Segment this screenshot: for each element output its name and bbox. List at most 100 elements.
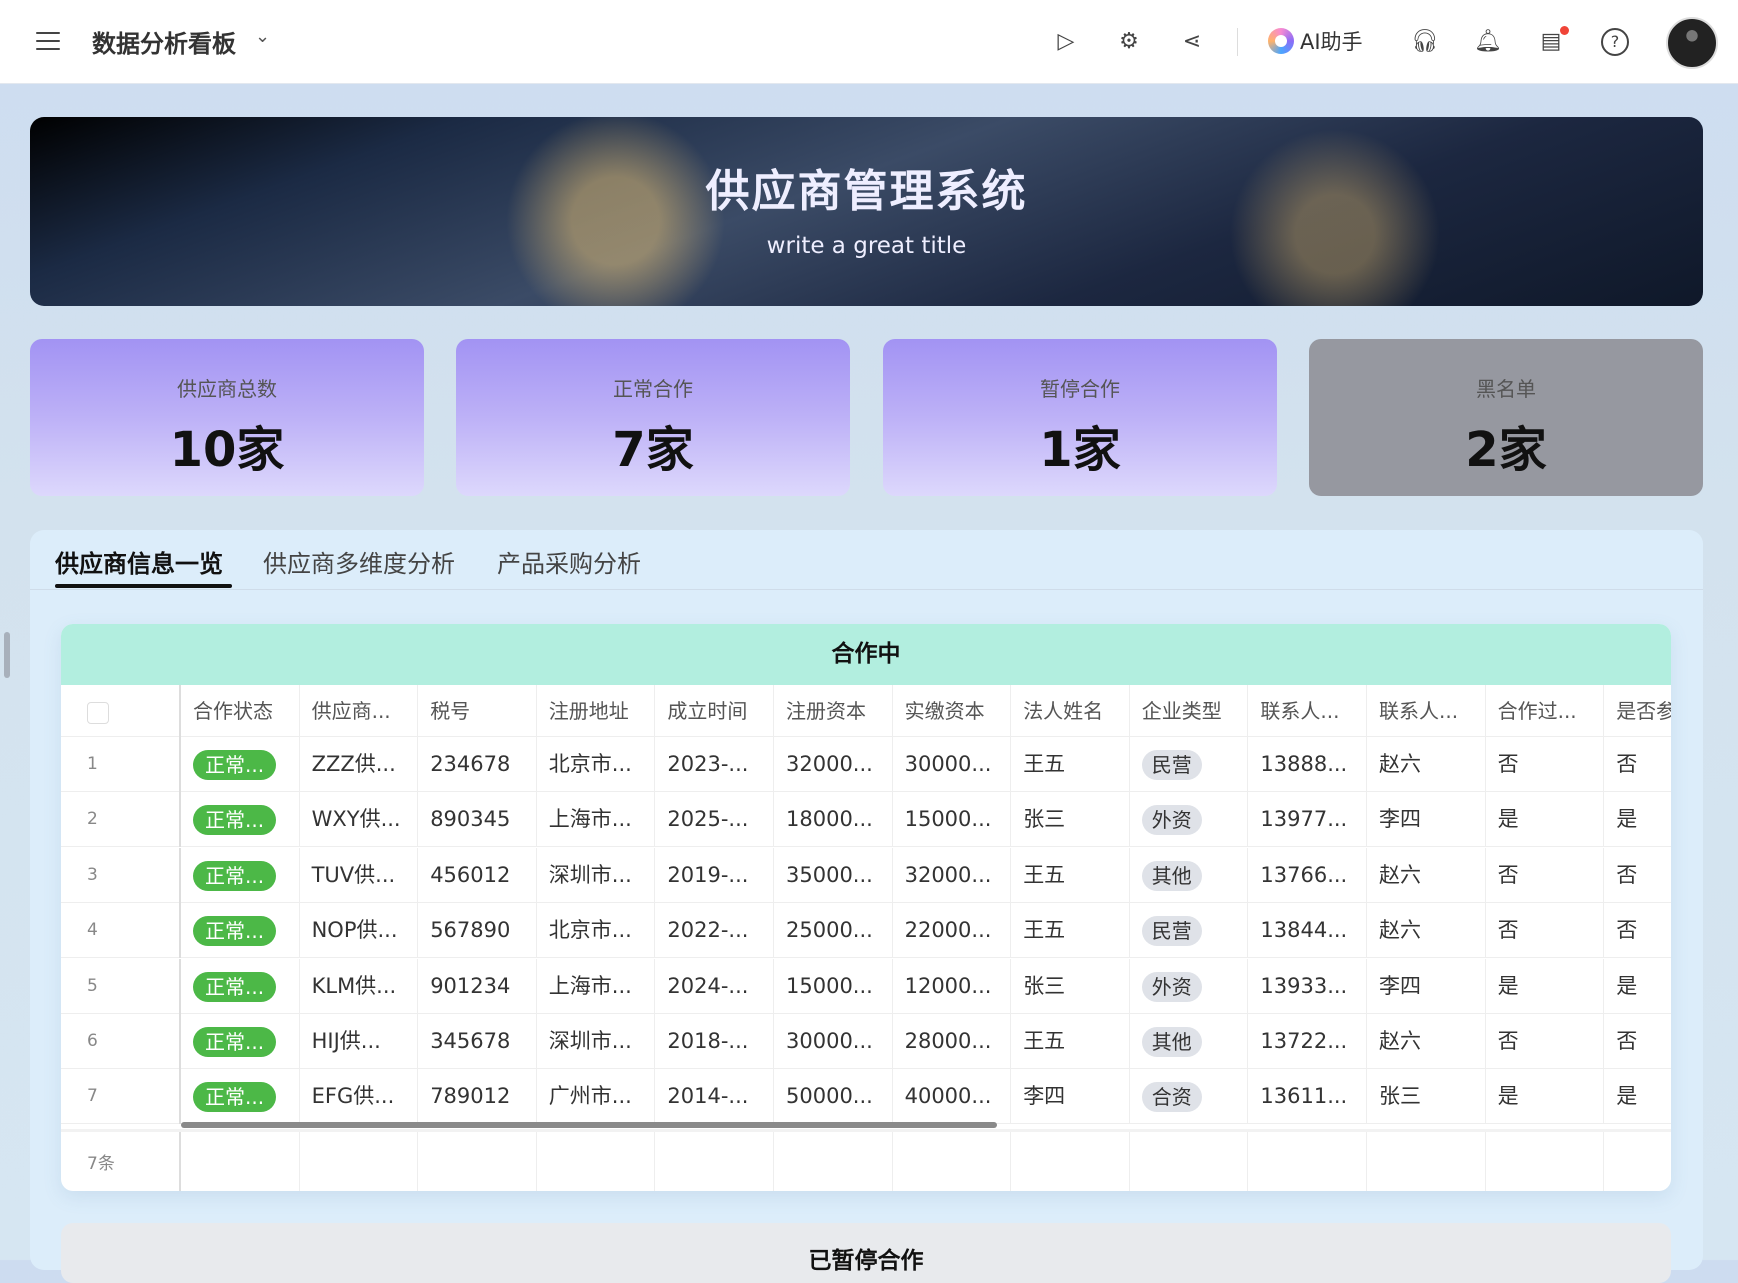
chevron-down-icon[interactable]: ⌄ xyxy=(255,26,271,47)
column-header[interactable]: 供应商... xyxy=(300,685,419,737)
ai-assistant-button[interactable]: AI助手 xyxy=(1268,26,1363,56)
tab-purchase-analysis[interactable]: 产品采购分析 xyxy=(497,550,641,578)
help-icon[interactable]: ? xyxy=(1601,28,1629,56)
headset-icon[interactable]: 🎧︎ xyxy=(1411,29,1439,54)
table-cell: 13933... xyxy=(1248,958,1367,1014)
company-type-tag: 其他 xyxy=(1141,860,1202,891)
stat-card-normal: 正常合作 7家 xyxy=(456,339,850,496)
banner-subtitle: write a great title xyxy=(766,233,967,259)
table-cell: 李四 xyxy=(1367,958,1486,1014)
column-header[interactable]: 合作状态 xyxy=(181,685,300,737)
table-cell: 否 xyxy=(1486,847,1605,903)
status-badge: 正常... xyxy=(193,971,277,1002)
divider xyxy=(1237,28,1238,56)
column-header[interactable]: 联系人... xyxy=(1367,685,1486,737)
table-cell: 正常... xyxy=(181,903,300,959)
table-cell: 890345 xyxy=(418,792,537,848)
table-cell: 广州市... xyxy=(537,1069,656,1125)
table-cell: 李四 xyxy=(1011,1069,1130,1125)
table-cell: 王五 xyxy=(1011,737,1130,792)
table-cell: KLM供... xyxy=(300,958,419,1014)
table-cell: 35000... xyxy=(774,847,893,903)
column-header[interactable]: 注册资本 xyxy=(774,685,893,737)
play-icon[interactable]: ▷ xyxy=(1057,29,1075,54)
table-footer-row: 7条 xyxy=(61,1128,1671,1191)
column-header[interactable]: 实缴资本 xyxy=(893,685,1012,737)
table-cell: 北京市... xyxy=(537,903,656,959)
stat-label: 暂停合作 xyxy=(1040,377,1120,401)
table-cell: 40000... xyxy=(893,1069,1012,1125)
column-header[interactable]: 合作过... xyxy=(1486,685,1605,737)
table-cell: 是 xyxy=(1486,1069,1605,1125)
table-cell: HIJ供... xyxy=(300,1014,419,1069)
left-scroll-handle[interactable] xyxy=(4,632,10,678)
table-cell: 13611... xyxy=(1248,1069,1367,1125)
inbox-icon[interactable]: ▤ xyxy=(1540,29,1562,54)
company-type-tag: 民营 xyxy=(1141,916,1202,947)
table-cell: NOP供... xyxy=(300,903,419,959)
table-cell: 28000... xyxy=(893,1014,1012,1069)
table-cell: 民营 xyxy=(1130,737,1249,792)
table-cell: 赵六 xyxy=(1367,847,1486,903)
tab-bar: 供应商信息一览 供应商多维度分析 产品采购分析 xyxy=(30,530,1703,590)
column-header[interactable]: 企业类型 xyxy=(1130,685,1249,737)
table-cell: 456012 xyxy=(418,847,537,903)
card-title: 合作中 xyxy=(61,624,1671,685)
table-cell: 外资 xyxy=(1130,958,1249,1014)
paused-suppliers-card: 已暂停合作 xyxy=(61,1223,1671,1283)
table-cell: 是 xyxy=(1604,1069,1671,1124)
stat-value: 2家 xyxy=(1465,422,1547,478)
table-cell: 13766... xyxy=(1248,847,1367,903)
table-row[interactable]: 2 正常... WXY供... 890345 上海市... 2025-... 18000..… xyxy=(61,792,1671,848)
ai-label: AI助手 xyxy=(1300,30,1363,54)
menu-icon[interactable] xyxy=(36,32,60,50)
table-cell: 13722... xyxy=(1248,1014,1367,1069)
table-cell: 32000... xyxy=(774,737,893,792)
table-row[interactable]: 5 正常... KLM供... 901234 上海市... 2024-... 15000..… xyxy=(61,958,1671,1014)
footer-cell xyxy=(300,1131,419,1191)
share-icon[interactable]: ⋖ xyxy=(1182,29,1202,54)
stat-card-paused: 暂停合作 1家 xyxy=(883,339,1277,496)
dashboard-title[interactable]: 数据分析看板 xyxy=(92,30,236,58)
horizontal-scrollbar[interactable] xyxy=(181,1122,997,1128)
table-cell: 正常... xyxy=(181,847,300,903)
tab-supplier-analysis[interactable]: 供应商多维度分析 xyxy=(263,550,455,578)
table-cell: 上海市... xyxy=(537,792,656,848)
supplier-table: 合作状态 供应商... 税号 注册地址 成立时间 注册资本 实缴资本 法人姓名 企业类型 联系人.… xyxy=(61,685,1671,1191)
avatar[interactable] xyxy=(1666,17,1718,69)
table-row[interactable]: 1 正常... ZZZ供... 234678 北京市... 2023-... 32000..… xyxy=(61,737,1671,792)
column-header[interactable]: 成立时间 xyxy=(655,685,774,737)
table-row[interactable]: 3 正常... TUV供... 456012 深圳市... 2019-... 35000..… xyxy=(61,847,1671,903)
column-header[interactable]: 是否参 xyxy=(1604,685,1671,737)
banner-title: 供应商管理系统 xyxy=(705,166,1028,217)
table-cell: 789012 xyxy=(418,1069,537,1125)
table-cell: 否 xyxy=(1604,1014,1671,1069)
table-cell: 否 xyxy=(1486,903,1605,959)
select-all-checkbox[interactable] xyxy=(87,701,109,724)
company-type-tag: 民营 xyxy=(1141,750,1202,780)
tab-supplier-overview[interactable]: 供应商信息一览 xyxy=(55,550,223,578)
stat-card-blacklist: 黑名单 2家 xyxy=(1309,339,1703,496)
table-cell: 是 xyxy=(1486,958,1605,1014)
footer-cell xyxy=(774,1131,893,1191)
table-cell: 2018-... xyxy=(655,1014,774,1069)
row-index: 3 xyxy=(61,847,181,903)
bell-icon[interactable]: 🔔︎ xyxy=(1474,29,1502,54)
table-cell: 22000... xyxy=(893,903,1012,959)
table-cell: EFG供... xyxy=(300,1069,419,1125)
table-row[interactable]: 6 正常... HIJ供... 345678 深圳市... 2018-... 30000..… xyxy=(61,1014,1671,1069)
column-header[interactable]: 法人姓名 xyxy=(1011,685,1130,737)
column-header[interactable]: 税号 xyxy=(418,685,537,737)
table-cell: 否 xyxy=(1604,848,1671,903)
table-cell: 正常... xyxy=(181,1014,300,1069)
footer-cell xyxy=(1011,1131,1130,1191)
table-row[interactable]: 4 正常... NOP供... 567890 北京市... 2022-... 25000..… xyxy=(61,903,1671,959)
company-type-tag: 合资 xyxy=(1141,1082,1202,1113)
table-row[interactable]: 7 正常... EFG供... 789012 广州市... 2014-... 50000..… xyxy=(61,1069,1671,1125)
table-cell: 2023-... xyxy=(655,737,774,792)
column-header[interactable]: 联系人... xyxy=(1248,685,1367,737)
table-cell: 赵六 xyxy=(1367,903,1486,959)
table-cell: 2022-... xyxy=(655,903,774,959)
sliders-icon[interactable]: ⚙ xyxy=(1119,29,1139,54)
column-header[interactable]: 注册地址 xyxy=(537,685,656,737)
